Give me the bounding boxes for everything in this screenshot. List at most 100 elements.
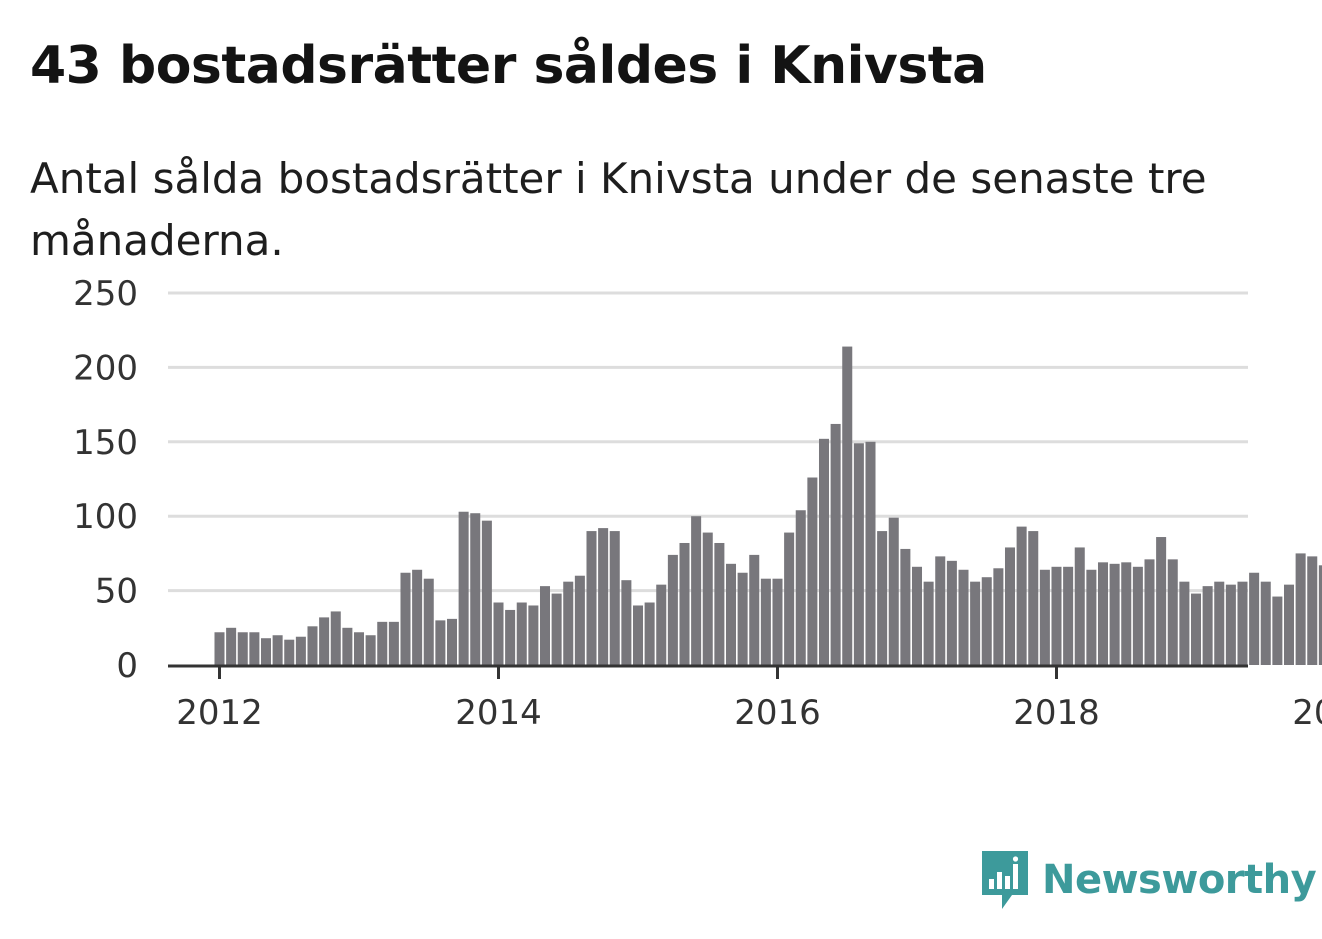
bar xyxy=(307,626,318,665)
y-tick-label: 100 xyxy=(73,497,138,537)
bar xyxy=(1063,566,1074,665)
chart-title: 43 bostadsrätter såldes i Knivsta xyxy=(30,36,987,96)
bar xyxy=(423,578,434,665)
bar-series xyxy=(214,346,1322,665)
x-tick-label: 2016 xyxy=(734,693,821,733)
bar xyxy=(865,441,876,665)
bar xyxy=(1028,531,1039,665)
bar xyxy=(446,618,458,665)
bar xyxy=(539,586,551,665)
bar xyxy=(691,516,702,665)
bar xyxy=(772,578,783,665)
bar xyxy=(737,572,748,665)
bar xyxy=(1307,556,1318,665)
y-tick-label: 200 xyxy=(73,348,138,388)
y-tick-label: 50 xyxy=(95,572,138,612)
brand-name: Newsworthy xyxy=(1042,857,1317,903)
axes: 0501001502002502012201420162018202020222… xyxy=(73,274,1322,733)
x-tick-label: 2018 xyxy=(1013,693,1100,733)
bar xyxy=(1004,547,1016,665)
bar xyxy=(551,593,562,665)
bar xyxy=(1132,566,1143,665)
bar xyxy=(1249,572,1260,665)
bar xyxy=(877,531,888,665)
bar xyxy=(214,632,225,665)
bar xyxy=(493,602,504,665)
bar xyxy=(598,528,609,665)
bar xyxy=(1214,581,1225,665)
bar xyxy=(981,577,992,665)
bar xyxy=(1039,569,1050,665)
x-tick-label: 2014 xyxy=(455,693,542,733)
y-tick-label: 250 xyxy=(73,274,138,314)
bar xyxy=(353,632,365,665)
bar xyxy=(667,554,678,665)
bar xyxy=(1190,593,1202,665)
bar xyxy=(412,569,423,665)
bar xyxy=(749,554,760,665)
bar xyxy=(388,621,399,665)
bar xyxy=(295,636,306,665)
bar xyxy=(1074,547,1085,665)
bar xyxy=(888,517,899,665)
bar xyxy=(226,627,237,665)
y-tick-label: 0 xyxy=(116,646,138,686)
bar xyxy=(818,438,830,665)
bar xyxy=(1144,559,1155,665)
bar xyxy=(284,639,295,665)
bar xyxy=(1225,584,1236,665)
bar xyxy=(260,638,272,665)
x-tick-label: 2012 xyxy=(176,693,263,733)
bar xyxy=(935,556,946,665)
bar xyxy=(679,542,690,665)
newsworthy-logo: Newsworthy xyxy=(980,848,1317,912)
bar xyxy=(795,510,806,665)
bar xyxy=(1318,565,1322,665)
bar xyxy=(784,532,795,665)
bar xyxy=(342,627,353,665)
bar xyxy=(319,617,330,665)
bar xyxy=(946,560,957,665)
bar xyxy=(516,602,527,665)
bar xyxy=(1109,563,1120,665)
bar xyxy=(958,569,969,665)
y-tick-label: 150 xyxy=(73,423,138,463)
bar xyxy=(1295,553,1306,665)
bar xyxy=(609,531,620,665)
bar xyxy=(377,621,388,665)
bar xyxy=(1272,596,1283,665)
bar xyxy=(900,548,911,665)
bar xyxy=(1283,584,1295,665)
bar xyxy=(249,632,260,665)
x-tick-label: 2020 xyxy=(1292,693,1322,733)
bar xyxy=(1237,581,1248,665)
bar xyxy=(830,423,841,665)
bar xyxy=(1121,562,1132,665)
chart-subtitle: Antal sålda bostadsrätter i Knivsta unde… xyxy=(30,154,1207,265)
bar xyxy=(470,513,481,665)
bar xyxy=(1167,559,1178,665)
bar xyxy=(993,568,1004,665)
bar xyxy=(1097,562,1109,665)
bar xyxy=(760,578,771,665)
bar xyxy=(481,520,492,665)
bar xyxy=(505,609,516,665)
bar xyxy=(458,511,469,665)
bar xyxy=(574,575,585,665)
bar xyxy=(586,531,597,665)
bar xyxy=(714,542,725,665)
bar xyxy=(1202,586,1213,665)
bar xyxy=(272,635,283,665)
bar xyxy=(644,602,655,665)
bar xyxy=(435,620,446,665)
bar xyxy=(1260,581,1271,665)
bar xyxy=(807,477,818,665)
bar xyxy=(563,581,574,665)
bar xyxy=(400,572,411,665)
bar xyxy=(853,443,864,665)
bar xyxy=(1016,526,1027,665)
bar xyxy=(237,632,248,665)
bar xyxy=(1179,581,1190,665)
bar xyxy=(330,611,341,665)
